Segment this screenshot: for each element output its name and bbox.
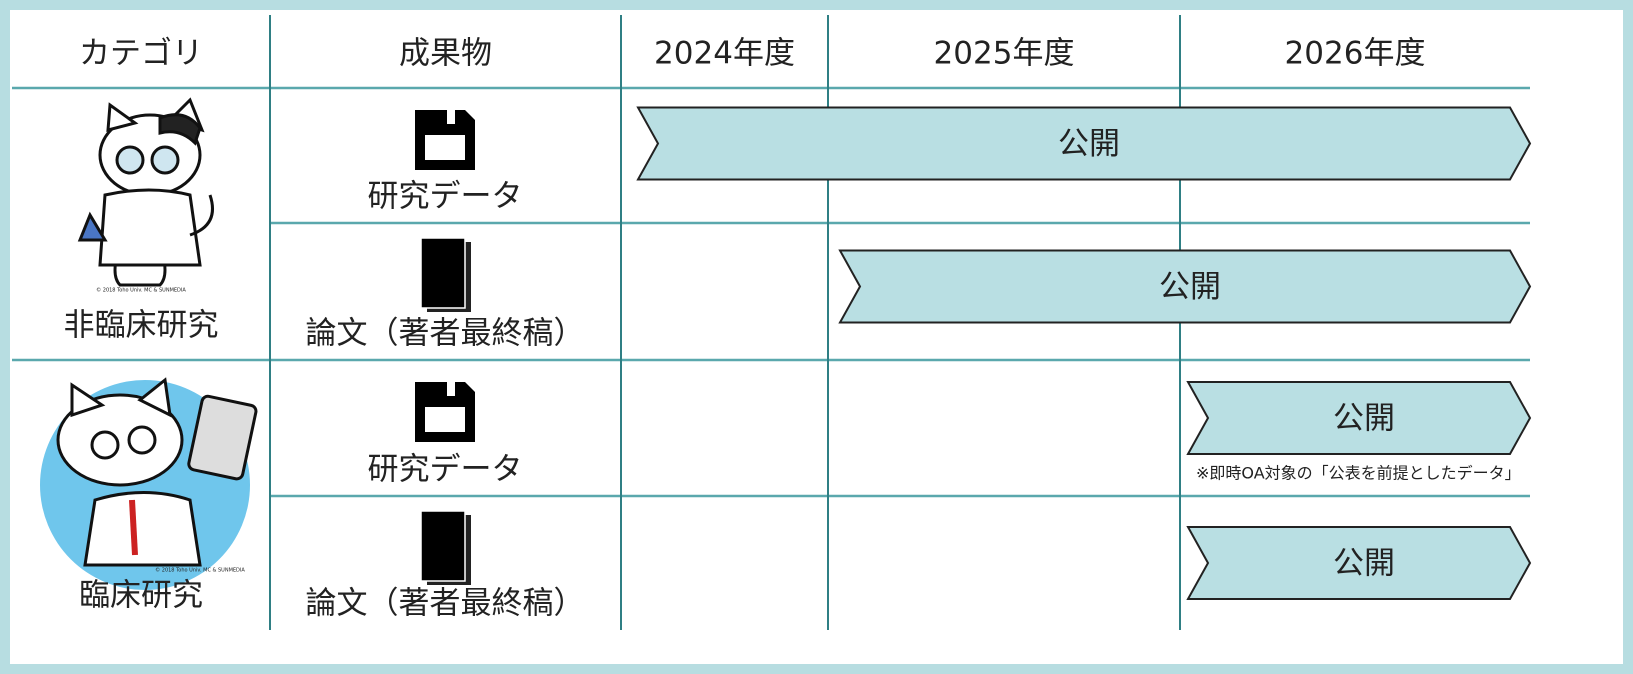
icon-floppy-slot bbox=[447, 382, 455, 396]
icon-floppy bbox=[415, 382, 475, 442]
icon-floppy-body bbox=[415, 382, 475, 442]
category-label: 非臨床研究 bbox=[64, 308, 219, 344]
icon-floppy-body bbox=[415, 110, 475, 170]
icon-floppy bbox=[415, 110, 475, 170]
icon-floppy-slot bbox=[447, 110, 455, 124]
deliverable-label: 研究データ bbox=[368, 452, 523, 488]
chevron-label: 公開 bbox=[1058, 126, 1120, 162]
publication-chevron bbox=[1186, 526, 1532, 600]
icon-document bbox=[420, 510, 471, 585]
note: ※即時OA対象の「公表を前提としたデータ」 bbox=[1196, 464, 1521, 483]
publication-chevron bbox=[1186, 381, 1532, 455]
illustration-clinical bbox=[40, 377, 258, 590]
icon-document-front bbox=[420, 237, 466, 309]
deliverable-label: 論文（著者最終稿） bbox=[306, 586, 585, 622]
icon-document bbox=[420, 237, 471, 312]
icon-document-front bbox=[420, 510, 466, 582]
illustration-credit: © 2018 Toho Univ. MC & SUNMEDIA bbox=[96, 287, 186, 294]
illustration-credit: © 2018 Toho Univ. MC & SUNMEDIA bbox=[155, 567, 245, 574]
deliverable-label: 研究データ bbox=[368, 179, 523, 215]
column-header: 2026年度 bbox=[1285, 36, 1426, 72]
column-header: 2024年度 bbox=[654, 36, 795, 72]
chevron-label: 公開 bbox=[1333, 401, 1395, 437]
publication-chevron bbox=[838, 249, 1532, 324]
chevron-label: 公開 bbox=[1333, 546, 1395, 582]
publication-chevron bbox=[636, 106, 1532, 181]
illustration-nonclinical bbox=[77, 97, 214, 287]
column-header: 2025年度 bbox=[934, 36, 1075, 72]
deliverable-label: 論文（著者最終稿） bbox=[306, 316, 585, 352]
category-label: 臨床研究 bbox=[79, 578, 203, 614]
column-header: カテゴリ bbox=[79, 36, 203, 72]
column-header: 成果物 bbox=[399, 36, 492, 72]
chevron-label: 公開 bbox=[1159, 269, 1221, 305]
